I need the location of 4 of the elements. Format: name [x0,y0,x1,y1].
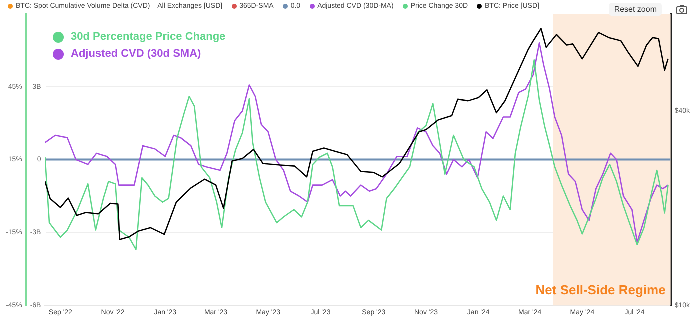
annotation: 30d Percentage Price Change [71,31,226,43]
text: Reset zoom [609,3,662,16]
annotation: Adjusted CVD (30d SMA) [71,48,202,60]
band-label: Net Sell-Side Regime [536,282,666,298]
